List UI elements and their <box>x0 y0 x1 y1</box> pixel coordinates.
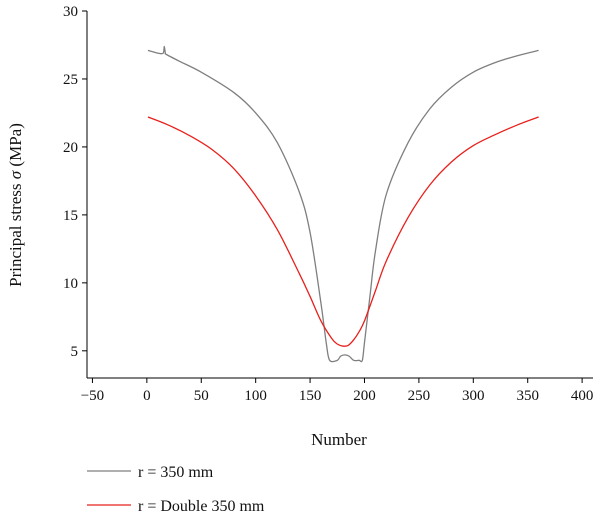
x-axis-ticks: −50 0 50 100 150 200 250 300 350 400 <box>81 378 594 404</box>
y-tick-label: 20 <box>63 140 78 156</box>
y-axis-ticks: 5 10 15 20 25 30 <box>63 4 87 360</box>
x-tick-label: 200 <box>353 388 376 404</box>
x-axis-title: Number <box>311 430 367 449</box>
y-tick-label: 30 <box>63 4 78 20</box>
x-tick-label: 50 <box>194 388 209 404</box>
y-axis-title: Principal stress σ (MPa) <box>6 123 25 287</box>
y-tick-label: 10 <box>63 276 78 292</box>
y-axis-title-unit: (MPa) <box>6 123 25 171</box>
x-tick-label: 350 <box>516 388 539 404</box>
x-tick-label: 250 <box>408 388 431 404</box>
series-line-2 <box>147 116 539 347</box>
x-tick-label: 0 <box>143 388 151 404</box>
legend: r = 350 mm r = Double 350 mm <box>87 464 265 515</box>
y-tick-label: 15 <box>63 208 78 224</box>
series-layer <box>147 45 539 363</box>
y-tick-label: 25 <box>63 72 78 88</box>
x-tick-label: 150 <box>299 388 322 404</box>
x-tick-label: −50 <box>81 388 104 404</box>
x-tick-label: 300 <box>462 388 485 404</box>
y-axis-title-main: Principal stress <box>6 179 25 287</box>
x-tick-label: 100 <box>244 388 267 404</box>
y-axis-title-symbol: σ <box>6 170 25 179</box>
legend-label-series-1: r = 350 mm <box>138 464 214 481</box>
axes <box>86 11 593 379</box>
x-tick-label: 400 <box>571 388 594 404</box>
series-line-1 <box>147 45 539 363</box>
legend-label-series-2: r = Double 350 mm <box>138 498 265 515</box>
y-tick-label: 5 <box>71 344 79 360</box>
